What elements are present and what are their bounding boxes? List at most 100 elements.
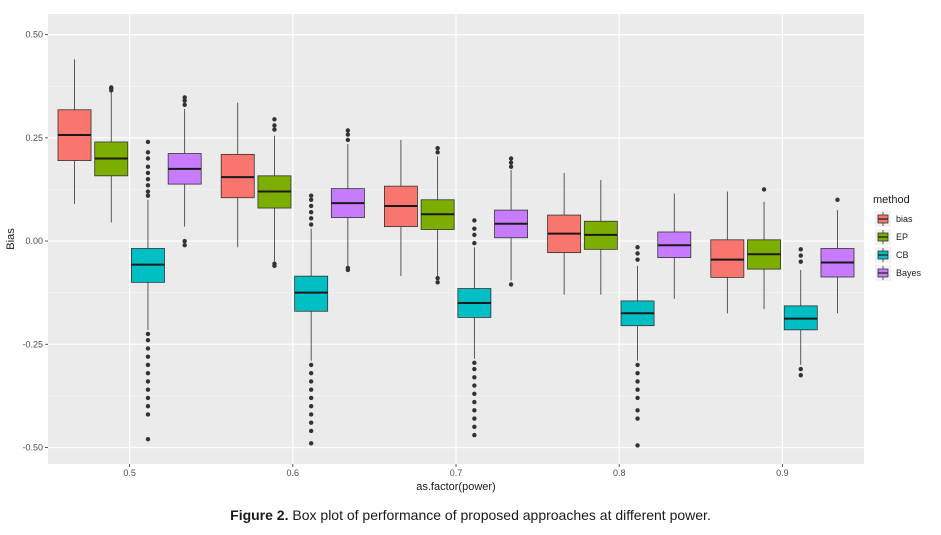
outlier-point — [435, 280, 440, 285]
box-bias-0.9 — [710, 191, 745, 314]
x-tick-label: 0.9 — [776, 468, 789, 478]
caption-label: Figure 2. — [230, 507, 289, 523]
box-bias-0.5 — [57, 59, 92, 204]
outlier-point — [635, 251, 640, 256]
outlier-point — [472, 399, 477, 405]
outlier-point — [472, 408, 477, 413]
outlier-point — [145, 331, 151, 337]
box-EP-0.5 — [94, 85, 129, 223]
outlier-point — [635, 379, 640, 384]
outlier-point — [182, 98, 187, 103]
legend-label: Bayes — [896, 268, 922, 278]
outlier-point — [308, 412, 314, 417]
outlier-point — [472, 424, 477, 430]
outlier-point — [798, 259, 803, 264]
legend-label: CB — [896, 250, 909, 260]
y-tick-label: -0.50 — [22, 442, 43, 452]
outlier-point — [145, 193, 151, 198]
x-tick-label: 0.8 — [613, 468, 626, 478]
y-tick-label: -0.25 — [22, 339, 43, 349]
box-CB-0.5 — [131, 139, 165, 442]
x-tick-label: 0.5 — [123, 468, 136, 478]
boxes-layer — [57, 59, 855, 448]
outlier-point — [145, 183, 151, 188]
outlier-point — [308, 387, 314, 392]
outlier-point — [798, 366, 803, 372]
outlier-point — [272, 263, 277, 269]
outlier-point — [308, 362, 314, 368]
box-EP-0.6 — [257, 117, 292, 269]
outlier-point — [145, 379, 151, 384]
outlier-point — [182, 238, 187, 244]
outlier-point — [308, 197, 314, 202]
outlier-point — [508, 164, 514, 169]
outlier-point — [345, 132, 351, 137]
outlier-point — [635, 387, 640, 392]
outlier-point — [435, 145, 440, 151]
legend-title: method — [873, 194, 910, 206]
caption-text: Box plot of performance of proposed appr… — [288, 507, 711, 523]
y-axis-title: Bias — [5, 228, 17, 250]
outlier-point — [145, 139, 151, 145]
y-axis-ticks: 0.50 0.25 0.00 -0.25 -0.50 — [22, 30, 48, 452]
outlier-point — [761, 187, 767, 192]
outlier-point — [308, 428, 314, 434]
outlier-point — [472, 383, 477, 388]
outlier-point — [182, 95, 187, 100]
legend-key-CB — [875, 247, 891, 263]
box-body — [220, 153, 255, 199]
outlier-point — [798, 373, 803, 378]
outlier-point — [145, 437, 151, 442]
outlier-point — [109, 85, 114, 90]
outlier-point — [472, 226, 477, 231]
outlier-point — [508, 160, 514, 165]
legend-label: EP — [896, 232, 908, 242]
outlier-point — [145, 150, 151, 155]
outlier-point — [308, 193, 314, 198]
outlier-point — [145, 412, 151, 417]
outlier-point — [798, 253, 803, 258]
outlier-point — [308, 370, 314, 376]
outlier-point — [145, 337, 151, 343]
box-Bayes-0.8 — [657, 193, 692, 299]
box-body — [710, 239, 745, 278]
outlier-point — [635, 257, 640, 262]
outlier-point — [145, 346, 151, 351]
outlier-point — [508, 282, 514, 287]
legend-key-Bayes — [875, 265, 891, 281]
outlier-point — [435, 150, 440, 155]
outlier-point — [345, 128, 351, 133]
outlier-point — [835, 197, 840, 202]
outlier-point — [308, 222, 314, 227]
outlier-point — [508, 156, 514, 161]
box-Bayes-0.7 — [494, 156, 529, 287]
outlier-point — [635, 408, 640, 413]
outlier-point — [635, 362, 640, 368]
outlier-point — [145, 370, 151, 376]
box-EP-0.9 — [747, 187, 781, 310]
legend: method bias EP CB Bayes — [873, 194, 922, 281]
outlier-point — [308, 395, 314, 401]
outlier-point — [472, 416, 477, 421]
outlier-point — [472, 232, 477, 238]
outlier-point — [472, 218, 477, 223]
outlier-point — [798, 247, 803, 252]
box-CB-0.6 — [294, 193, 329, 446]
outlier-point — [472, 391, 477, 397]
outlier-point — [272, 127, 277, 132]
outlier-point — [472, 366, 477, 372]
outlier-point — [145, 395, 151, 401]
outlier-point — [635, 416, 640, 421]
x-tick-label: 0.7 — [450, 468, 463, 478]
x-axis-ticks: 0.5 0.6 0.7 0.8 0.9 — [123, 464, 789, 478]
box-bias-0.8 — [547, 172, 582, 295]
outlier-point — [472, 375, 477, 380]
outlier-point — [472, 432, 477, 438]
outlier-point — [308, 203, 314, 209]
outlier-point — [145, 164, 151, 169]
outlier-point — [145, 354, 151, 359]
outlier-point — [145, 156, 151, 161]
outlier-point — [182, 102, 187, 108]
box-Bayes-0.9 — [820, 197, 855, 314]
